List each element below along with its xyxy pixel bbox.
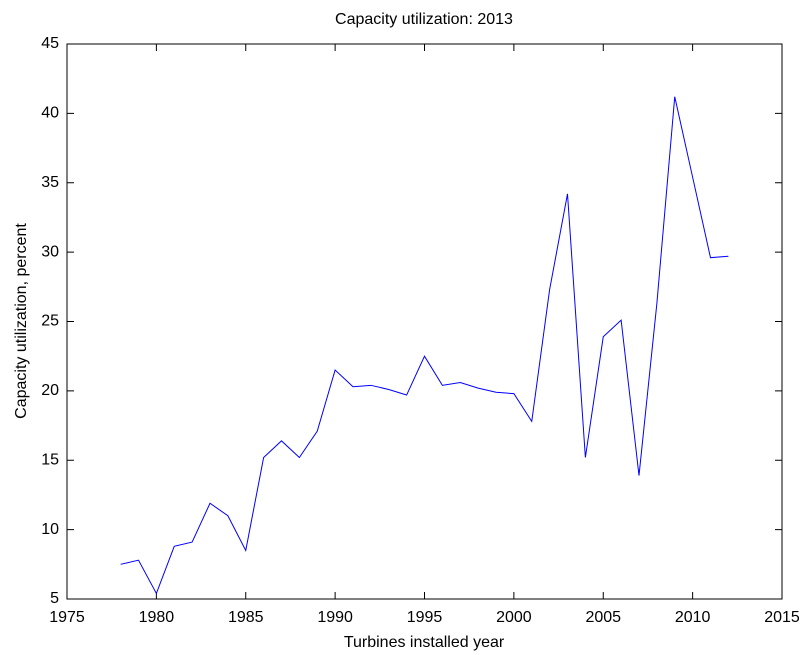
y-tick-label: 40 [41, 105, 59, 122]
x-tick-label: 2000 [496, 609, 532, 626]
plot-frame [66, 43, 783, 600]
x-tick-label: 2010 [675, 609, 711, 626]
x-tick-label: 2015 [764, 609, 800, 626]
x-tick-label: 2005 [585, 609, 621, 626]
y-axis-label: Capacity utilization, percent [13, 223, 30, 419]
chart-title: Capacity utilization: 2013 [335, 11, 513, 28]
y-tick-label: 25 [41, 313, 59, 330]
y-tick-label: 15 [41, 451, 59, 468]
y-tick-label: 20 [41, 382, 59, 399]
y-tick-label: 30 [41, 243, 59, 260]
x-tick-label: 1975 [49, 609, 85, 626]
x-axis-label: Turbines installed year [344, 634, 505, 651]
x-tick-label: 1990 [317, 609, 353, 626]
y-tick-label: 5 [50, 590, 59, 607]
x-tick-label: 1985 [228, 609, 264, 626]
y-tick-label: 45 [41, 35, 59, 52]
x-tick-label: 1980 [139, 609, 175, 626]
x-tick-label: 1995 [407, 609, 443, 626]
data-line [120, 96, 729, 595]
y-tick-label: 35 [41, 174, 59, 191]
y-tick-label: 10 [41, 521, 59, 538]
